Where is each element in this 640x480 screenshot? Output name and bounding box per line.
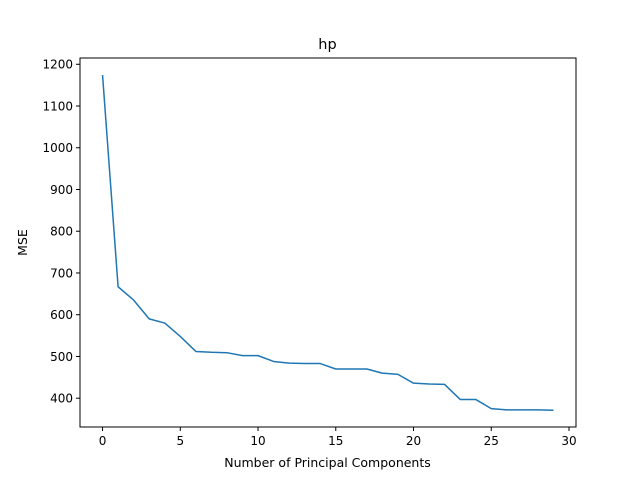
- x-tick-label: 0: [99, 434, 107, 448]
- series-line: [101, 75, 554, 412]
- x-tick-label: 20: [406, 434, 421, 448]
- x-axis: 0 5 10 15 20 25 30: [99, 427, 577, 448]
- x-tick-label: 15: [328, 434, 343, 448]
- x-tick-label: 5: [176, 434, 184, 448]
- y-tick-label: 700: [50, 266, 73, 280]
- y-tick-label: 400: [50, 391, 73, 405]
- y-tick-label: 800: [50, 225, 73, 239]
- x-tick-label: 10: [250, 434, 265, 448]
- x-tick-label: 25: [484, 434, 499, 448]
- y-tick-label: 1200: [42, 58, 73, 72]
- y-tick-label: 1000: [42, 141, 73, 155]
- y-axis-label: MSE: [15, 229, 30, 256]
- plot-area: [101, 75, 554, 412]
- y-tick-label: 1100: [42, 99, 73, 113]
- chart-title: hp: [318, 37, 336, 53]
- y-tick-label: 600: [50, 308, 73, 322]
- y-axis: 400 500 600 700 800 900 1000 1100 1200: [42, 58, 80, 405]
- plot-frame: [79, 57, 577, 428]
- x-tick-label: 30: [561, 434, 576, 448]
- y-tick-label: 500: [50, 350, 73, 364]
- x-axis-label: Number of Principal Components: [224, 455, 431, 470]
- y-tick-label: 900: [50, 183, 73, 197]
